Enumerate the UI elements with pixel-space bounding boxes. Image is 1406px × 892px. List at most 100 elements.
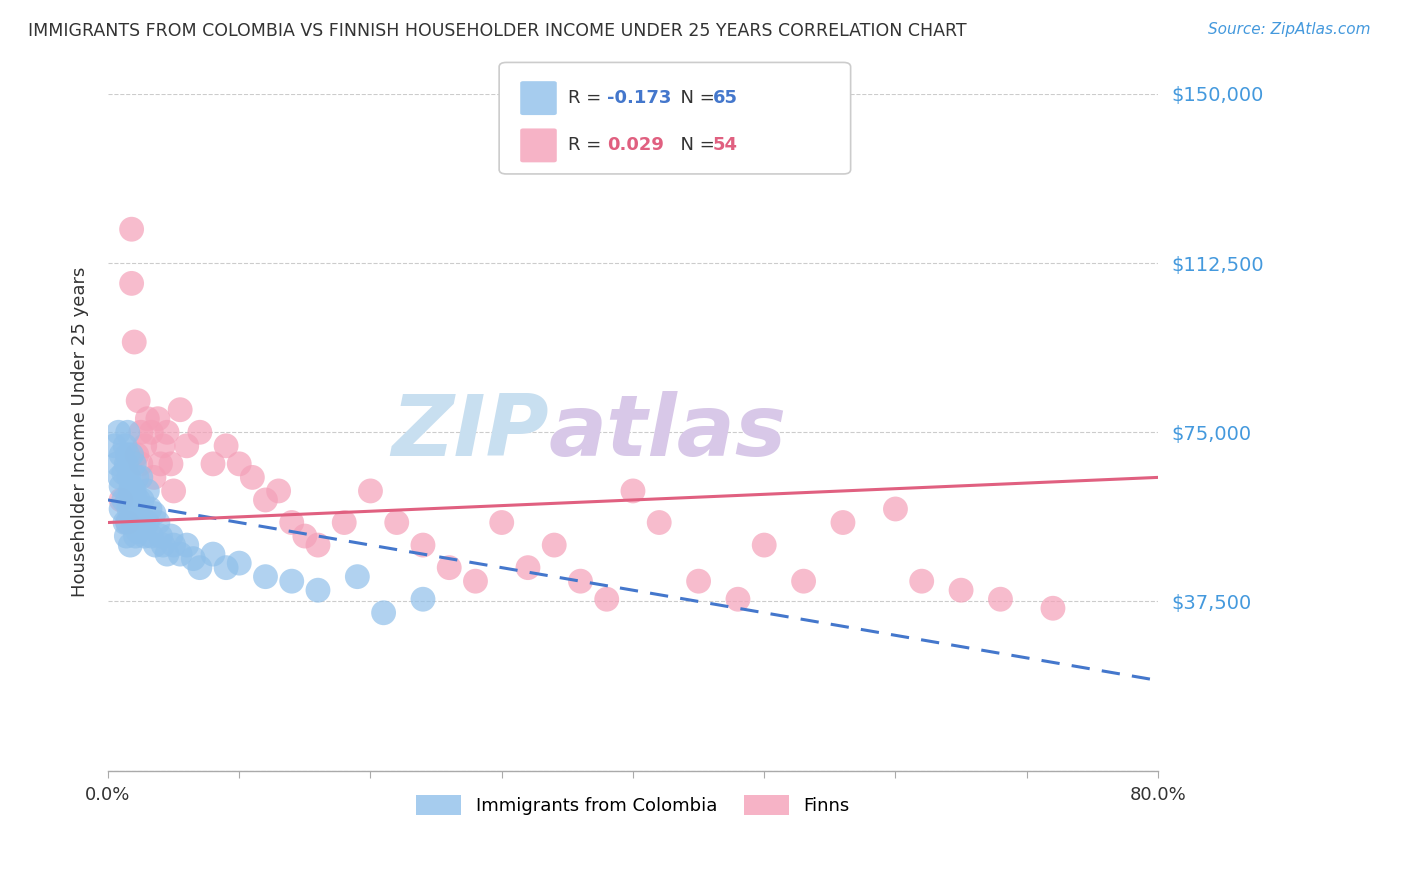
Text: N =: N = bbox=[669, 136, 721, 154]
Point bbox=[121, 479, 143, 493]
Point bbox=[464, 574, 486, 589]
Point bbox=[122, 457, 145, 471]
Point bbox=[128, 516, 150, 530]
Point bbox=[141, 529, 163, 543]
Text: 54: 54 bbox=[713, 136, 738, 154]
Point bbox=[115, 529, 138, 543]
Y-axis label: Householder Income Under 25 years: Householder Income Under 25 years bbox=[72, 267, 89, 598]
Point bbox=[112, 466, 135, 480]
Point bbox=[125, 502, 148, 516]
Point bbox=[254, 569, 277, 583]
Point bbox=[832, 516, 855, 530]
Point bbox=[125, 448, 148, 462]
Point bbox=[129, 425, 152, 440]
Point bbox=[156, 547, 179, 561]
Point bbox=[491, 516, 513, 530]
Point bbox=[884, 502, 907, 516]
Point bbox=[115, 457, 138, 471]
Text: 0.029: 0.029 bbox=[607, 136, 664, 154]
Point bbox=[108, 470, 131, 484]
Point bbox=[120, 538, 142, 552]
Point bbox=[176, 439, 198, 453]
Point bbox=[280, 516, 302, 530]
Point bbox=[112, 492, 135, 507]
Point bbox=[103, 439, 125, 453]
Point bbox=[134, 529, 156, 543]
Point bbox=[125, 470, 148, 484]
Point bbox=[129, 457, 152, 471]
Point bbox=[122, 483, 145, 498]
Point bbox=[129, 470, 152, 484]
Point bbox=[131, 492, 153, 507]
Point bbox=[412, 592, 434, 607]
Point bbox=[188, 560, 211, 574]
Point bbox=[146, 411, 169, 425]
Text: N =: N = bbox=[669, 89, 721, 107]
Point bbox=[1042, 601, 1064, 615]
Point bbox=[911, 574, 934, 589]
Point bbox=[114, 516, 136, 530]
Point bbox=[117, 448, 139, 462]
Point bbox=[621, 483, 644, 498]
Point bbox=[569, 574, 592, 589]
Point bbox=[121, 507, 143, 521]
Point bbox=[439, 560, 461, 574]
Point bbox=[373, 606, 395, 620]
Point bbox=[149, 457, 172, 471]
Text: IMMIGRANTS FROM COLOMBIA VS FINNISH HOUSEHOLDER INCOME UNDER 25 YEARS CORRELATIO: IMMIGRANTS FROM COLOMBIA VS FINNISH HOUS… bbox=[28, 22, 967, 40]
Point bbox=[201, 457, 224, 471]
Point bbox=[346, 569, 368, 583]
Point bbox=[122, 516, 145, 530]
Point bbox=[146, 516, 169, 530]
Point bbox=[307, 583, 329, 598]
Point bbox=[201, 547, 224, 561]
Point bbox=[117, 425, 139, 440]
Point bbox=[107, 425, 129, 440]
Text: ZIP: ZIP bbox=[391, 391, 548, 474]
Point bbox=[648, 516, 671, 530]
Text: Source: ZipAtlas.com: Source: ZipAtlas.com bbox=[1208, 22, 1371, 37]
Point bbox=[136, 411, 159, 425]
Point bbox=[121, 448, 143, 462]
Point bbox=[110, 492, 132, 507]
Point bbox=[152, 538, 174, 552]
Point bbox=[950, 583, 973, 598]
Point bbox=[118, 470, 141, 484]
Point bbox=[142, 470, 165, 484]
Point bbox=[176, 538, 198, 552]
Point bbox=[240, 470, 263, 484]
Text: atlas: atlas bbox=[548, 391, 787, 474]
Point bbox=[228, 556, 250, 570]
Legend: Immigrants from Colombia, Finns: Immigrants from Colombia, Finns bbox=[409, 788, 858, 822]
Point bbox=[169, 547, 191, 561]
Point bbox=[688, 574, 710, 589]
Point bbox=[121, 277, 143, 291]
Point bbox=[122, 334, 145, 349]
Point bbox=[228, 457, 250, 471]
Point bbox=[127, 492, 149, 507]
Point bbox=[793, 574, 815, 589]
Point bbox=[215, 560, 238, 574]
Point bbox=[254, 492, 277, 507]
Point bbox=[117, 492, 139, 507]
Point bbox=[156, 425, 179, 440]
Point bbox=[307, 538, 329, 552]
Point bbox=[160, 457, 183, 471]
Point bbox=[121, 222, 143, 236]
Point bbox=[120, 483, 142, 498]
Point bbox=[152, 439, 174, 453]
Point bbox=[754, 538, 776, 552]
Point bbox=[990, 592, 1012, 607]
Point bbox=[141, 425, 163, 440]
Text: R =: R = bbox=[568, 136, 607, 154]
Point bbox=[215, 439, 238, 453]
Point bbox=[127, 393, 149, 408]
Point bbox=[517, 560, 540, 574]
Point bbox=[188, 425, 211, 440]
Text: 65: 65 bbox=[713, 89, 738, 107]
Point bbox=[412, 538, 434, 552]
Point bbox=[280, 574, 302, 589]
Point bbox=[294, 529, 316, 543]
Point bbox=[160, 529, 183, 543]
Point bbox=[110, 448, 132, 462]
